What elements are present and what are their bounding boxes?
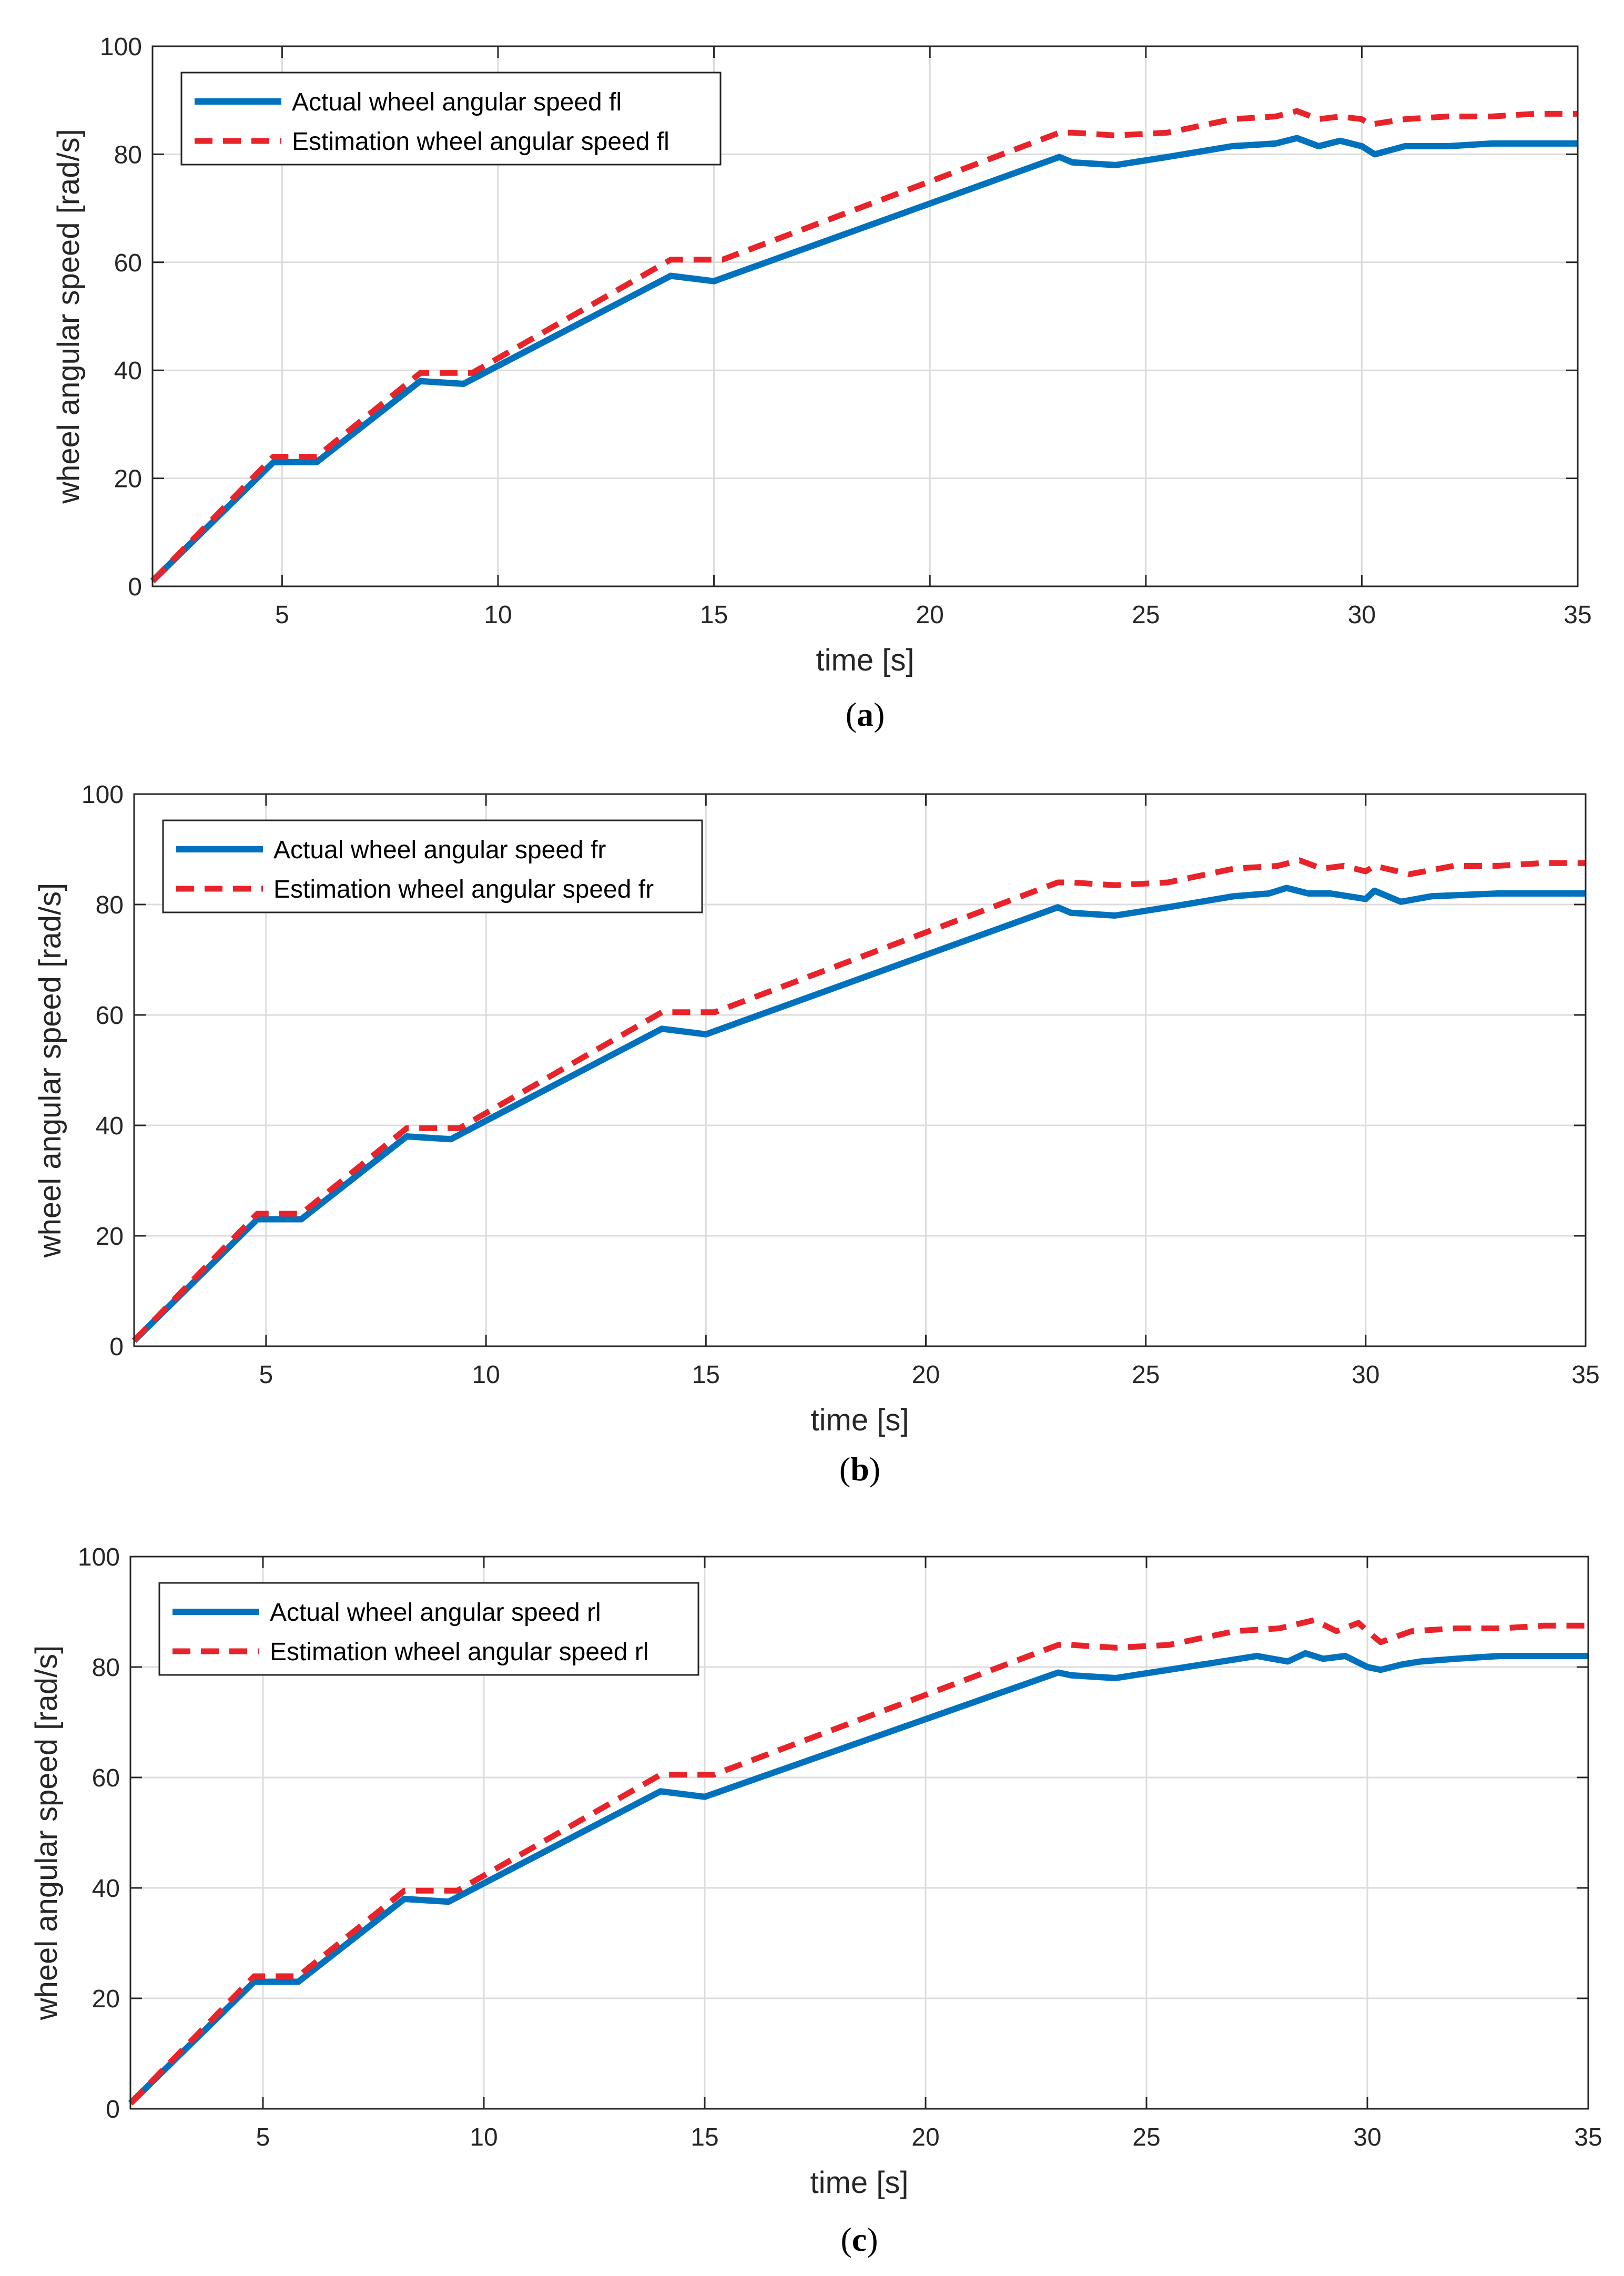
chart-panel-a: 5 10 15 20 25 30 35 0 20 40 60 80 100 time [s] wheel a…	[52, 33, 1592, 733]
axes-box	[129, 1556, 1589, 2110]
series-line-actual	[131, 885, 1586, 1343]
legend-box	[180, 72, 722, 166]
x-tick-label: 15	[692, 1361, 720, 1389]
y-axis-title: wheel angular speed [rad/s]	[29, 1645, 64, 2021]
x-tick-label: 5	[256, 2123, 270, 2151]
x-tick-label: 25	[1132, 1361, 1160, 1389]
legend: Actual wheel angular speed rl Estimation …	[158, 1582, 699, 1676]
x-tick-label: 5	[259, 1361, 273, 1389]
x-tick-label: 10	[470, 2123, 498, 2151]
axes-box	[133, 793, 1587, 1347]
y-tick-label: 40	[96, 1112, 124, 1140]
legend-label-actual: Actual wheel angular speed fl	[292, 88, 622, 116]
panel-caption: (a)	[846, 696, 885, 733]
y-tick-label: 40	[114, 357, 142, 385]
y-tick-label: 60	[92, 1764, 120, 1792]
legend-box	[162, 819, 703, 913]
y-tick-label: 100	[100, 33, 142, 61]
x-tick-label: 35	[1571, 1361, 1599, 1389]
x-tick-label: 20	[911, 2123, 939, 2151]
x-tick-label: 30	[1352, 1361, 1379, 1389]
series-line-estimation	[132, 857, 1586, 1343]
x-tick-label: 15	[691, 2123, 718, 2151]
y-tick-label: 60	[114, 249, 142, 277]
panel-caption: (c)	[840, 2221, 878, 2258]
x-axis-title: time [s]	[816, 643, 915, 677]
y-tick-label: 20	[114, 465, 142, 493]
axes-box	[151, 45, 1579, 587]
legend-label-estimation: Estimation wheel angular speed fr	[273, 876, 654, 903]
x-tick-label: 30	[1348, 601, 1376, 629]
y-tick-label: 0	[109, 1333, 124, 1361]
x-tick-label: 30	[1353, 2123, 1381, 2151]
legend-box	[158, 1582, 699, 1676]
chart-panel-c: 5 10 15 20 25 30 35 0 20 40 60 80 100 time [s] wheel a…	[29, 1543, 1602, 2258]
y-tick-label: 20	[92, 1985, 120, 2013]
y-tick-label: 80	[96, 891, 124, 919]
legend: Actual wheel angular speed fr Estimation …	[162, 819, 703, 913]
x-tick-label: 25	[1132, 601, 1160, 629]
x-tick-label: 25	[1132, 2123, 1160, 2151]
y-axis-title: wheel angular speed [rad/s]	[52, 129, 86, 504]
x-tick-label: 20	[912, 1361, 940, 1389]
y-tick-label: 20	[96, 1223, 124, 1251]
series-line-actual	[150, 135, 1578, 583]
panel-caption: (b)	[839, 1450, 880, 1488]
series-line-estimation	[128, 1617, 1588, 2106]
x-tick-label: 15	[700, 601, 728, 629]
legend-label-estimation: Estimation wheel angular speed fl	[292, 128, 669, 156]
y-tick-label: 40	[92, 1875, 120, 1903]
x-tick-label: 35	[1564, 601, 1591, 629]
legend: Actual wheel angular speed fl Estimation …	[180, 72, 722, 166]
chart-panel-b: 5 10 15 20 25 30 35 0 20 40 60 80 100 time [s] wheel a…	[33, 781, 1600, 1488]
series-line-estimation	[150, 108, 1578, 583]
y-tick-label: 0	[106, 2096, 120, 2123]
y-tick-label: 80	[92, 1654, 120, 1682]
y-axis-title: wheel angular speed [rad/s]	[33, 883, 67, 1258]
x-axis-title: time [s]	[811, 1403, 909, 1437]
legend-label-estimation: Estimation wheel angular speed rl	[270, 1638, 648, 1666]
legend-label-actual: Actual wheel angular speed rl	[270, 1599, 601, 1627]
x-tick-label: 20	[916, 601, 943, 629]
x-tick-label: 35	[1574, 2123, 1602, 2151]
y-tick-label: 100	[78, 1543, 120, 1571]
y-tick-label: 0	[128, 573, 142, 601]
y-tick-label: 60	[96, 1002, 124, 1030]
y-tick-label: 100	[82, 781, 124, 809]
legend-label-actual: Actual wheel angular speed fr	[273, 836, 606, 864]
y-tick-label: 80	[114, 141, 142, 169]
x-tick-label: 5	[275, 601, 289, 629]
x-axis-title: time [s]	[810, 2166, 909, 2200]
series-line-actual	[128, 1650, 1588, 2106]
x-tick-label: 10	[484, 601, 512, 629]
x-tick-label: 10	[472, 1361, 500, 1389]
